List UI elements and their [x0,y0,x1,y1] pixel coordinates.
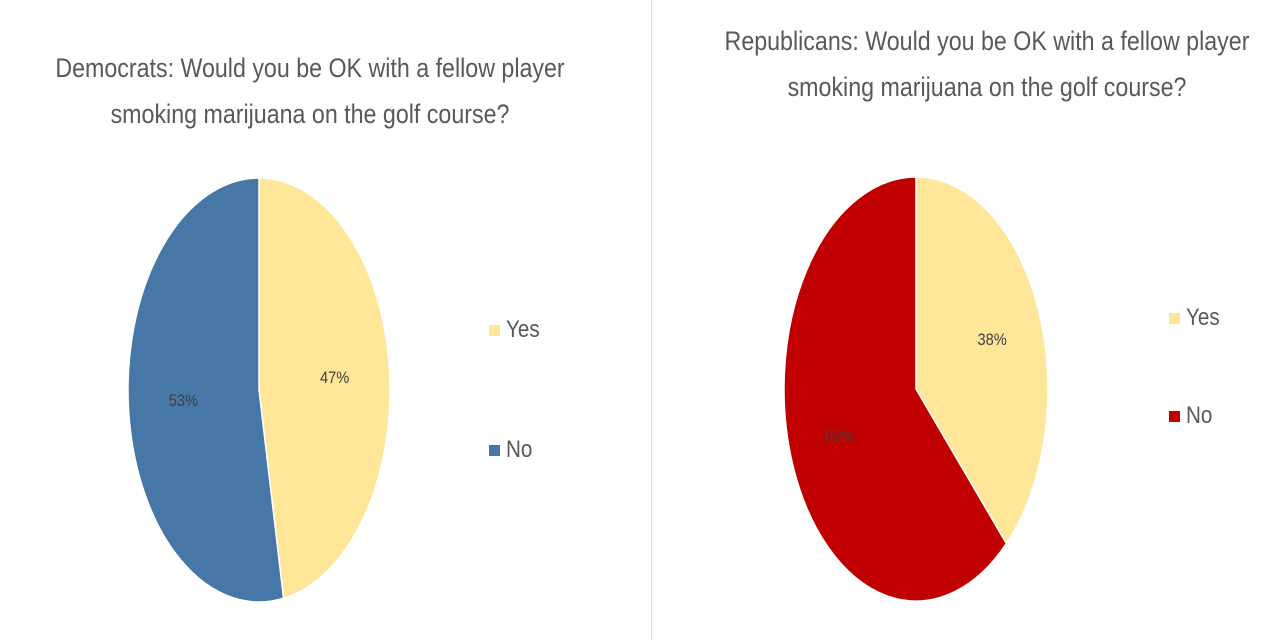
republicans-slice-no [783,176,1008,602]
democrats-chart: Democrats: Would you be OK with a fellow… [55,53,565,603]
republicans-chart-title: Republicans: Would you be OK with a fell… [724,26,1250,102]
democrats-data-label-no: 53% [169,392,198,410]
legend-item-yes: Yes [489,316,545,344]
legend-swatch-yes [489,324,500,336]
panel-divider [651,0,652,640]
republicans-slice-yes [915,176,1049,545]
republicans-data-label-yes: 38% [977,331,1006,349]
legend-label-no: No [506,436,533,463]
democrats-slice-no [127,177,285,603]
legend-item-no: No [1169,402,1217,430]
legend-swatch-yes [1169,312,1180,324]
legend-label-no: No [1186,402,1213,429]
democrats-chart-title: Democrats: Would you be OK with a fellow… [55,53,565,129]
republicans-data-label-no: 62% [825,428,854,446]
democrats-slice-yes [258,177,391,600]
legend-item-yes: Yes [1169,304,1225,332]
legend-swatch-no [1169,410,1180,422]
legend-swatch-no [489,444,500,456]
republicans-pie: 38% 62% [783,176,1049,602]
democrats-pie: 47% 53% [127,177,391,603]
republicans-chart: Republicans: Would you be OK with a fell… [652,0,1280,640]
legend-item-no: No [489,436,537,464]
democrats-data-label-yes: 47% [320,369,349,387]
legend-label-yes: Yes [506,316,540,343]
legend-label-yes: Yes [1186,304,1220,331]
